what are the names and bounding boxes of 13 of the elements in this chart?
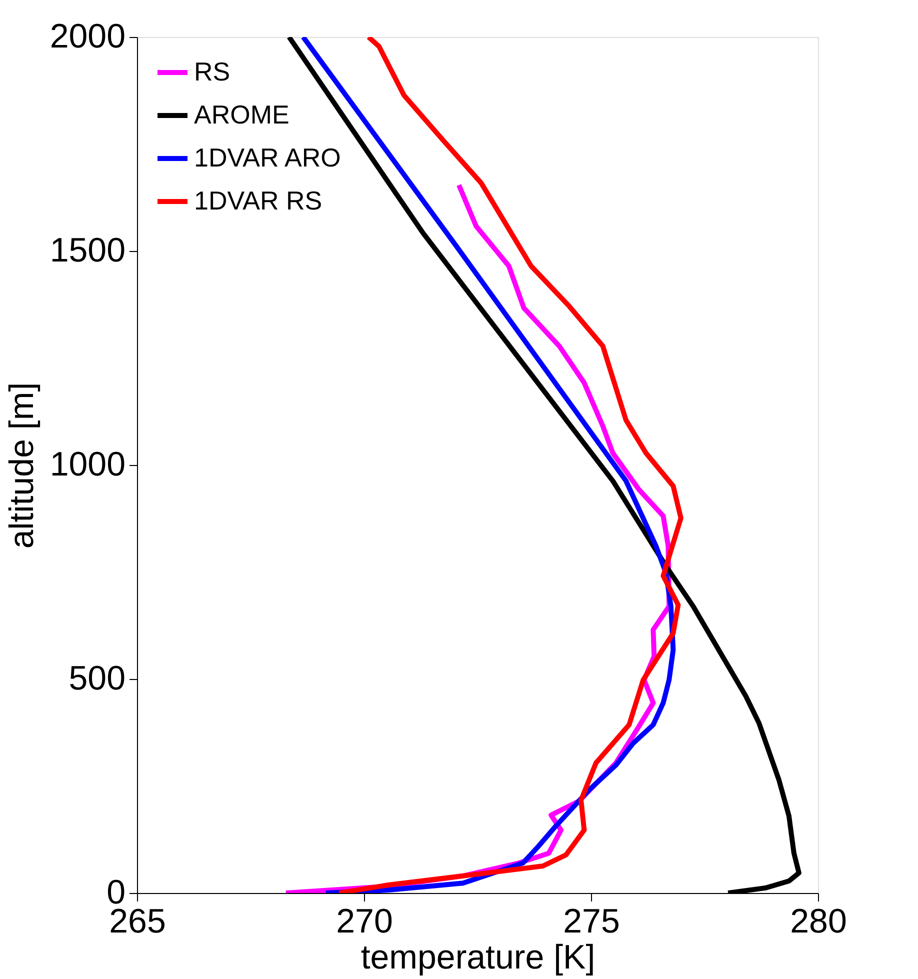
x-axis-title: temperature [K] [360,938,596,976]
legend-label: 1DVAR RS [194,186,322,216]
y-axis-title: altitude [m] [2,382,41,549]
x-tick-label: 270 [336,902,393,940]
y-tick-label: 1500 [50,232,126,270]
x-tick-label: 280 [790,902,847,940]
y-tick-label: 500 [68,660,126,698]
legend-label: RS [194,56,230,86]
legend-label: AROME [194,100,290,130]
legend-label: 1DVAR ARO [194,142,341,172]
y-tick-label: 2000 [50,18,126,56]
x-tick-label: 275 [563,902,620,940]
y-tick-label: 1000 [50,446,126,484]
